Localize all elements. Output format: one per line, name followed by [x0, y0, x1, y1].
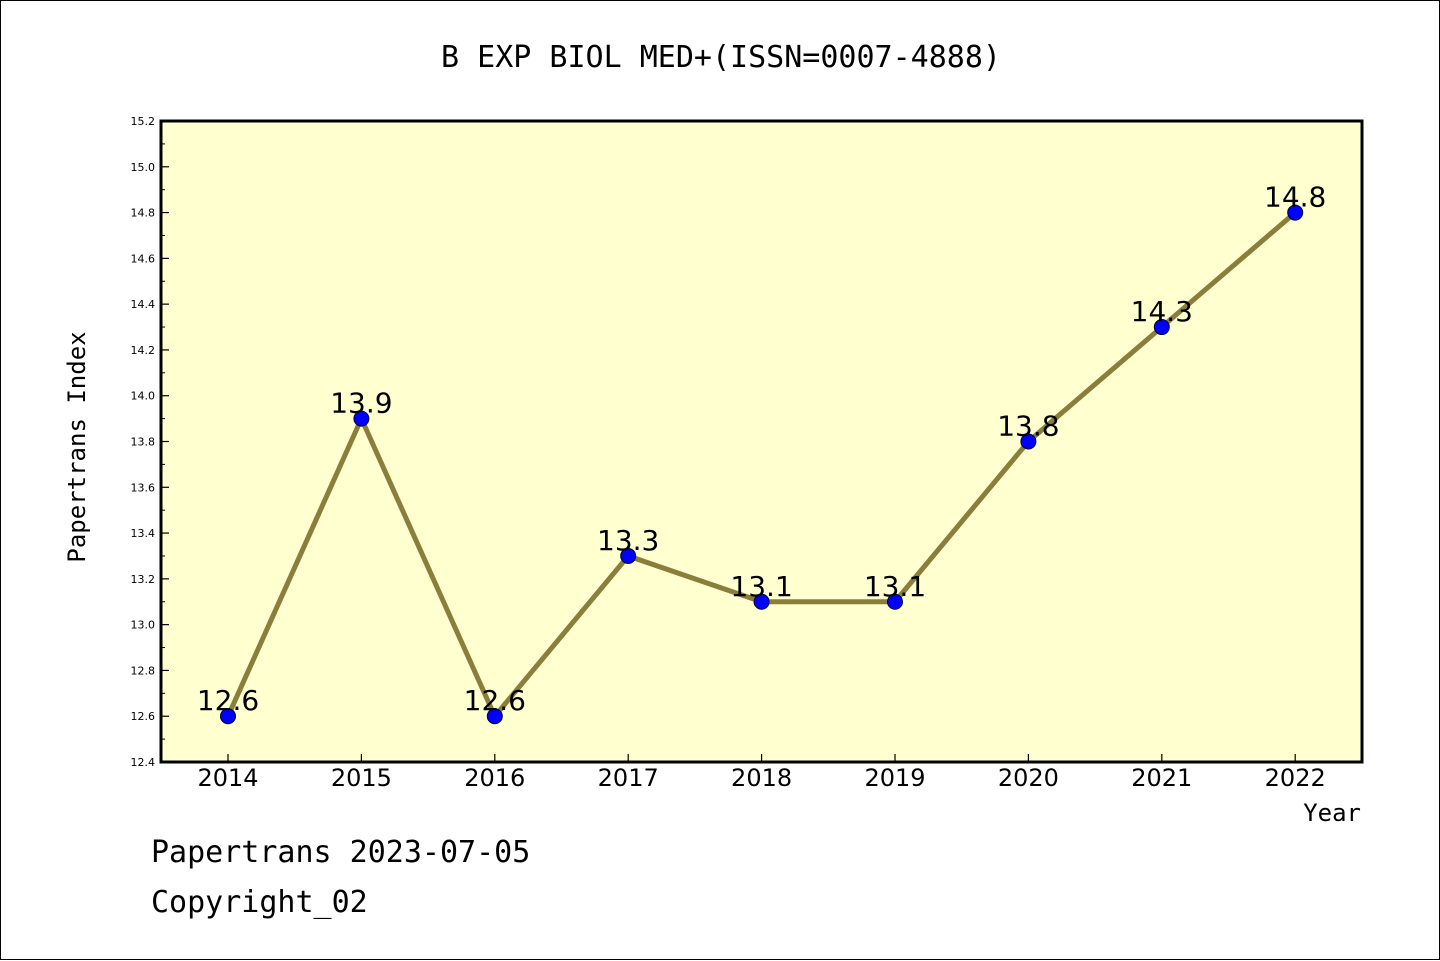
- y-tick-label: 12.6: [131, 710, 156, 723]
- y-axis-label: Papertrans Index: [63, 331, 91, 562]
- y-tick-label: 13.6: [131, 481, 156, 494]
- y-tick-label: 15.2: [131, 115, 156, 128]
- data-label: 13.8: [997, 410, 1059, 443]
- data-label: 14.8: [1264, 181, 1326, 214]
- series-line-group: [220, 204, 1304, 725]
- x-tick-label: 2016: [464, 764, 525, 792]
- data-point: [220, 708, 236, 725]
- x-tick-label: 2015: [331, 764, 392, 792]
- y-tick-label: 12.4: [131, 756, 156, 769]
- plot-area: [159, 119, 1364, 764]
- y-tick-label: 13.0: [131, 619, 156, 632]
- data-label: 13.1: [864, 570, 926, 603]
- y-tick-label: 13.8: [131, 436, 156, 449]
- x-tick-label: 2017: [598, 764, 659, 792]
- data-point: [1153, 319, 1170, 336]
- data-labels-group: 12.6 13.9 12.6 13.3 13.1 13.1 13.8 14.3 14.8: [197, 181, 1327, 718]
- y-tick-label: 13.2: [131, 573, 156, 586]
- data-label: 13.3: [597, 524, 659, 557]
- data-point: [486, 708, 503, 725]
- chart-title: B EXP BIOL MED+(ISSN=0007-4888): [441, 40, 1001, 75]
- footer-copyright-label: Copyright_02: [151, 885, 368, 920]
- data-point: [353, 410, 370, 427]
- data-point: [1020, 433, 1037, 450]
- data-label: 13.9: [330, 387, 392, 420]
- y-tick-label: 12.8: [131, 664, 156, 677]
- data-label: 13.1: [730, 570, 792, 603]
- y-axis-ticks: 12.4 12.6 12.8 13.0 13.2 13.4 13.6 13.8 14.0 14.2…: [131, 115, 169, 769]
- x-axis-label: Year: [1303, 799, 1361, 827]
- data-label: 12.6: [197, 684, 259, 717]
- data-point: [887, 593, 903, 610]
- data-label: 14.3: [1131, 295, 1193, 328]
- x-tick-label: 2019: [864, 764, 925, 792]
- x-tick-label: 2014: [197, 764, 258, 792]
- data-point: [620, 547, 637, 564]
- x-axis-ticks: 2014 2015 2016 2017 2018 2019 2020 2021 2022: [197, 754, 1326, 792]
- y-tick-label: 14.2: [131, 344, 156, 357]
- y-tick-label: 15.0: [131, 161, 156, 174]
- data-point: [1287, 204, 1304, 221]
- footer-date-label: Papertrans 2023-07-05: [151, 835, 531, 870]
- x-tick-label: 2020: [998, 764, 1059, 792]
- data-point: [753, 593, 770, 610]
- data-label: 12.6: [464, 684, 526, 717]
- y-tick-label: 13.4: [131, 527, 156, 540]
- y-tick-label: 14.6: [131, 252, 156, 265]
- x-tick-label: 2018: [731, 764, 792, 792]
- x-tick-label: 2021: [1131, 764, 1192, 792]
- x-tick-label: 2022: [1265, 764, 1326, 792]
- y-tick-label: 14.4: [131, 298, 156, 311]
- y-tick-label: 14.8: [131, 207, 156, 220]
- y-tick-label: 14.0: [131, 390, 156, 403]
